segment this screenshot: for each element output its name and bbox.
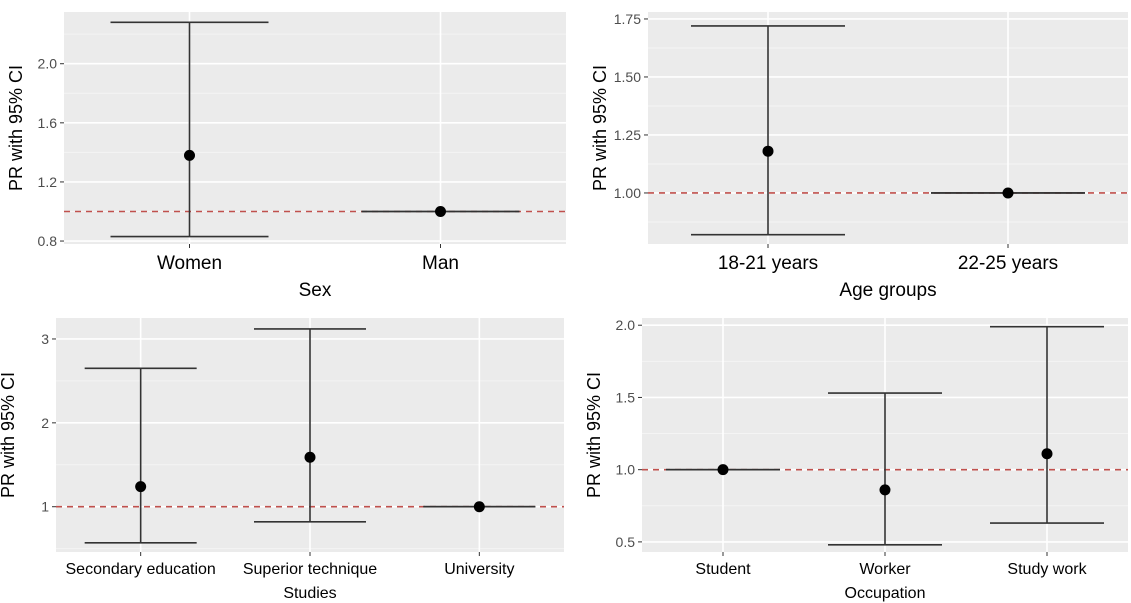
y-tick-label: 3: [41, 331, 49, 347]
x-axis-title: Occupation: [845, 585, 926, 602]
x-tick-label: Worker: [859, 561, 911, 578]
y-tick-label: 1.25: [614, 127, 641, 143]
estimate-point: [184, 149, 195, 161]
y-axis-title: PR with 95% CI: [0, 372, 18, 498]
estimate-point: [1002, 187, 1014, 199]
y-tick-label: 1.6: [38, 115, 58, 131]
estimate-point: [304, 451, 316, 463]
estimate-point: [879, 484, 891, 496]
x-axis-title: Sex: [299, 280, 332, 301]
x-axis-title: Studies: [283, 585, 336, 602]
y-tick-label: 2.0: [38, 56, 58, 72]
y-tick-label: 1.75: [614, 11, 641, 27]
y-axis-title: PR with 95% CI: [584, 372, 604, 498]
chart-panel-4: 0.5 1.0 1.5 2.0 Student Worker Study work Occup…: [584, 317, 1128, 602]
estimate-point: [473, 501, 485, 513]
x-tick-label: Women: [157, 253, 222, 274]
estimate-point: [135, 481, 147, 493]
panel-background: [648, 12, 1128, 244]
x-tick-label: Secondary education: [66, 561, 216, 578]
y-tick-label: 1.0: [616, 462, 636, 478]
y-tick-label: 2.0: [616, 317, 636, 333]
chart-panel-2: 1.00 1.25 1.50 1.75 18-21 years 22-25 years Ag…: [590, 11, 1128, 301]
estimate-point: [762, 145, 774, 157]
chart-panel-3: 1 2 3 Secondary education Superior technique…: [0, 318, 564, 602]
y-axis-title: PR with 95% CI: [6, 65, 26, 191]
x-tick-label: Man: [422, 253, 459, 274]
y-tick-label: 1: [41, 499, 49, 515]
y-tick-label: 1.00: [614, 185, 641, 201]
y-tick-label: 0.8: [38, 233, 58, 249]
y-tick-label: 1.2: [38, 174, 58, 190]
y-tick-label: 1.50: [614, 69, 641, 85]
y-tick-label: 0.5: [616, 534, 636, 550]
y-tick-label: 1.5: [616, 389, 636, 405]
x-tick-label: Superior technique: [243, 561, 377, 578]
x-tick-label: 18-21 years: [718, 253, 818, 274]
estimate-point: [717, 464, 729, 476]
x-tick-label: Study work: [1007, 561, 1087, 578]
x-axis-title: Age groups: [839, 280, 936, 301]
x-tick-label: Student: [695, 561, 751, 578]
y-axis-title: PR with 95% CI: [590, 65, 610, 191]
x-tick-label: 22-25 years: [958, 253, 1058, 274]
chart-panel-1: 0.8 1.2 1.6 2.0 Women Man Sex PR with 95% CI: [6, 12, 566, 301]
x-tick-label: University: [444, 561, 514, 578]
estimate-point: [1041, 448, 1053, 460]
y-tick-label: 2: [41, 415, 49, 431]
estimate-point: [435, 205, 446, 217]
panel-background: [64, 12, 566, 244]
